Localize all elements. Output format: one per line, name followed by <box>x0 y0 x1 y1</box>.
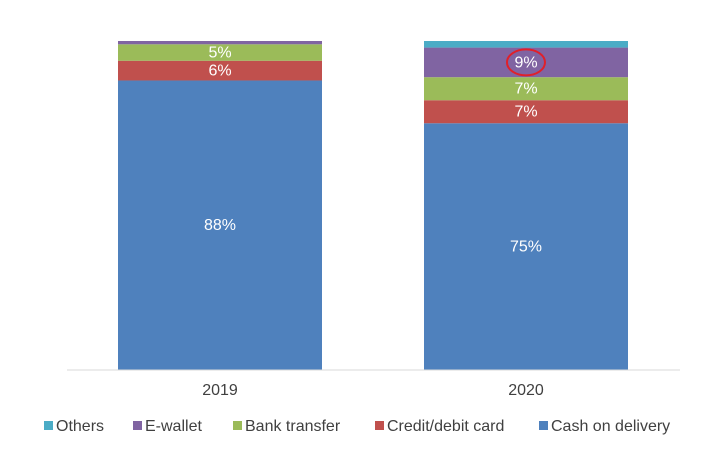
data-label-2019-credit-debit-card: 6% <box>208 63 231 80</box>
legend-swatch-bank-transfer <box>233 421 242 430</box>
bar-2019-credit-debit-card <box>118 60 322 81</box>
data-label-2019-bank-transfer: 5% <box>208 45 231 62</box>
legend-label-cash-on-delivery: Cash on delivery <box>551 418 670 435</box>
bar-2020-credit-debit-card <box>424 100 628 124</box>
legend-label-bank-transfer: Bank transfer <box>245 418 341 435</box>
legend-label-e-wallet: E-wallet <box>145 418 202 435</box>
x-tick-label-2019: 2019 <box>202 382 238 399</box>
legend: Others E-wallet Bank transfer Credit/debit … <box>44 418 670 435</box>
legend-swatch-cash-on-delivery <box>539 421 548 430</box>
segment-labels-group: 88% 6%5% 75% 7% 7% 9% <box>204 45 542 256</box>
x-tick-labels-group: 2019 2020 <box>202 382 544 399</box>
legend-label-others: Others <box>56 418 104 435</box>
data-label-2020-bank-transfer: 7% <box>514 81 537 98</box>
legend-swatch-others <box>44 421 53 430</box>
x-tick-label-2020: 2020 <box>508 382 544 399</box>
data-label-2020-cash-on-delivery: 75% <box>510 239 542 256</box>
bars-group <box>118 41 628 370</box>
data-label-2019-cash-on-delivery: 88% <box>204 217 236 234</box>
bar-2020-others <box>424 41 628 48</box>
bar-2020-cash-on-delivery <box>424 123 628 370</box>
legend-swatch-credit-debit-card <box>375 421 384 430</box>
data-label-2020-credit-debit-card: 7% <box>514 104 537 121</box>
data-label-2020-e-wallet: 9% <box>514 54 537 71</box>
highlight-circle <box>506 48 546 77</box>
legend-swatch-e-wallet <box>133 421 142 430</box>
legend-label-credit-debit-card: Credit/debit card <box>387 418 504 435</box>
bar-2019-e-wallet <box>118 41 322 45</box>
annotation-group <box>506 48 546 77</box>
bar-2020-e-wallet <box>424 47 628 78</box>
bar-2019-cash-on-delivery <box>118 80 322 370</box>
bar-2020-bank-transfer <box>424 77 628 101</box>
bar-2019-bank-transfer <box>118 44 322 61</box>
